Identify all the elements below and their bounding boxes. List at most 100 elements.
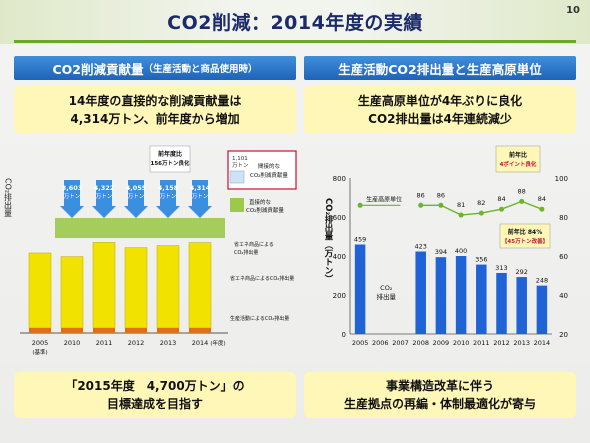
left-footer-line2: 目標達成を目指す [106, 397, 203, 411]
intensity-point-2009 [438, 202, 444, 208]
emission-bar-2013 [516, 277, 527, 334]
right-note: 生産高原単位が4年ぶりに良化 CO2排出量は4年連続減少 [304, 86, 576, 134]
bar-callout-l2: 【45万トン改善】 [502, 237, 548, 245]
intensity-label-2012: 84 [497, 195, 505, 203]
bar-2005-production [29, 328, 51, 333]
right-xtick-2011: 2011 [473, 339, 490, 347]
bar-callout-box [499, 223, 551, 249]
left-tick-note-2014: (年度) [210, 339, 225, 347]
right-note-line1: 生産高原単位が4年ぶりに良化 [357, 94, 523, 108]
left-tick-2014: 2014 [192, 339, 209, 347]
intensity-point-2013 [519, 198, 525, 204]
right-note-line2: CO2排出量は4年連続減少 [368, 112, 512, 126]
indirect-swatch [229, 170, 245, 184]
emission-label-2012: 313 [495, 264, 507, 272]
reduction-band [55, 218, 225, 238]
bar-2010-production [61, 328, 83, 333]
emission-bar-2012 [496, 272, 507, 334]
right-ytick-right-100: 100 [555, 175, 568, 183]
emission-bar-2014 [536, 285, 548, 334]
line-callout-l1: 前年比 [509, 151, 527, 159]
slide-title: CO2削減：2014年度の実績 [167, 12, 423, 34]
left-tick-2005: 2005 [32, 339, 49, 347]
prev-year-callout-box [149, 145, 191, 173]
right-xtick-2010: 2010 [453, 339, 470, 347]
left-tick-2011: 2011 [96, 339, 113, 347]
reduction-arrow-2012 [124, 180, 148, 218]
emission-label-2013: 292 [515, 268, 527, 276]
reduction-arrow-2010 [60, 180, 84, 218]
reduction-label-2011: 4,322 [94, 184, 115, 192]
bar-2005-products [28, 252, 52, 329]
intensity-point-2010 [458, 212, 464, 218]
bar-callout-l1: 前年比 84% [508, 228, 542, 236]
reduction-label-2014: 4,314 [190, 184, 211, 192]
reduction-label-2013: 4,158 [158, 184, 179, 192]
intensity-label-2014: 84 [538, 195, 546, 203]
reduction-arrow-2013 [156, 180, 180, 218]
bar-2011-products [92, 242, 116, 329]
right-footer: 事業構造改革に伴う 生産拠点の再編・体制最適化が寄与 [304, 372, 576, 418]
emission-label-2011: 356 [475, 256, 487, 264]
direct-swatch [230, 198, 244, 212]
reduction-unit-2012: 万トン [128, 193, 145, 200]
line-callout-box [495, 145, 541, 173]
left-header-main: CO2削減貢献量 [52, 61, 144, 77]
reduction-unit-2014: 万トン [192, 193, 209, 200]
bar-2013-production [157, 328, 179, 333]
intensity-label-2009: 86 [437, 191, 445, 199]
line-series-name: 生産高原単位 [366, 195, 402, 203]
intensity-point-2014 [539, 206, 545, 212]
right-ytick-right-60: 60 [559, 253, 568, 261]
emission-bar-2005 [354, 244, 366, 334]
left-note-line1: 14年度の直接的な削減貢献量は [68, 94, 242, 108]
right-footer-line2: 生産拠点の再編・体制最適化が寄与 [343, 397, 536, 411]
right-xtick-2007: 2007 [392, 339, 409, 347]
left-header-sub: （生産活動と商品使用時） [143, 64, 258, 75]
legend-indirect-l1: 間接的な [258, 162, 281, 170]
right-xtick-2005: 2005 [352, 339, 369, 347]
right-xtick-2006: 2006 [372, 339, 389, 347]
bar-2013-products [156, 245, 180, 329]
left-note: 14年度の直接的な削減貢献量は 4,314万トン、前年度から増加 [14, 86, 296, 134]
emission-label-2010: 400 [455, 247, 467, 255]
right-xtick-2013: 2013 [513, 339, 530, 347]
reduction-arrow-2011 [92, 180, 116, 218]
legend-direct-l1: 直接的な [249, 198, 272, 206]
intensity-label-2013: 88 [518, 187, 526, 195]
right-ytick-left-600: 600 [333, 214, 346, 222]
bar-2012-production [125, 328, 147, 333]
reduction-unit-2011: 万トン [96, 193, 113, 200]
intensity-label-2011: 82 [477, 199, 485, 207]
right-xtick-2012: 2012 [493, 339, 510, 347]
left-chart: CO₂排出量 2005(基準)3,603万トン20104,322万トン20114… [4, 145, 297, 356]
title-band [0, 0, 590, 44]
emission-bar-2009 [435, 257, 447, 334]
reduction-label-2010: 3,603 [62, 184, 83, 192]
right-y-label: CO₂排出量（万トン） [323, 198, 334, 283]
right-ytick-right-80: 80 [559, 214, 568, 222]
bar-series-name: CO₂ [380, 284, 393, 292]
legend-production: 生産活動によるCO₂排出量 [230, 315, 289, 322]
bar-2012-products [124, 247, 148, 329]
right-panel-header: 生産活動CO2排出量と生産高原単位 [304, 56, 576, 80]
emission-label-2014: 248 [536, 277, 548, 285]
emission-bar-2011 [476, 264, 487, 334]
left-note-line2: 4,314万トン、前年度から増加 [70, 112, 240, 126]
left-footer-line1: 「2015年度 4,700万トン」の [65, 379, 245, 393]
title-rule [14, 40, 576, 43]
emission-bar-2008 [415, 251, 426, 334]
intensity-point-2011 [478, 210, 484, 216]
right-ytick-right-20: 20 [559, 331, 568, 339]
left-tick-2010: 2010 [64, 339, 81, 347]
emission-label-2009: 394 [435, 248, 447, 256]
emission-label-2008: 423 [414, 243, 426, 251]
reduction-unit-2010: 万トン [64, 193, 81, 200]
bar-2014-products [188, 242, 212, 329]
left-tick-note-2005: (基準) [32, 348, 47, 356]
intensity-label-2010: 81 [457, 201, 465, 209]
reduction-unit-2013: 万トン [160, 193, 177, 200]
left-footer: 「2015年度 4,700万トン」の 目標達成を目指す [14, 372, 296, 418]
right-xtick-2014: 2014 [534, 339, 551, 347]
